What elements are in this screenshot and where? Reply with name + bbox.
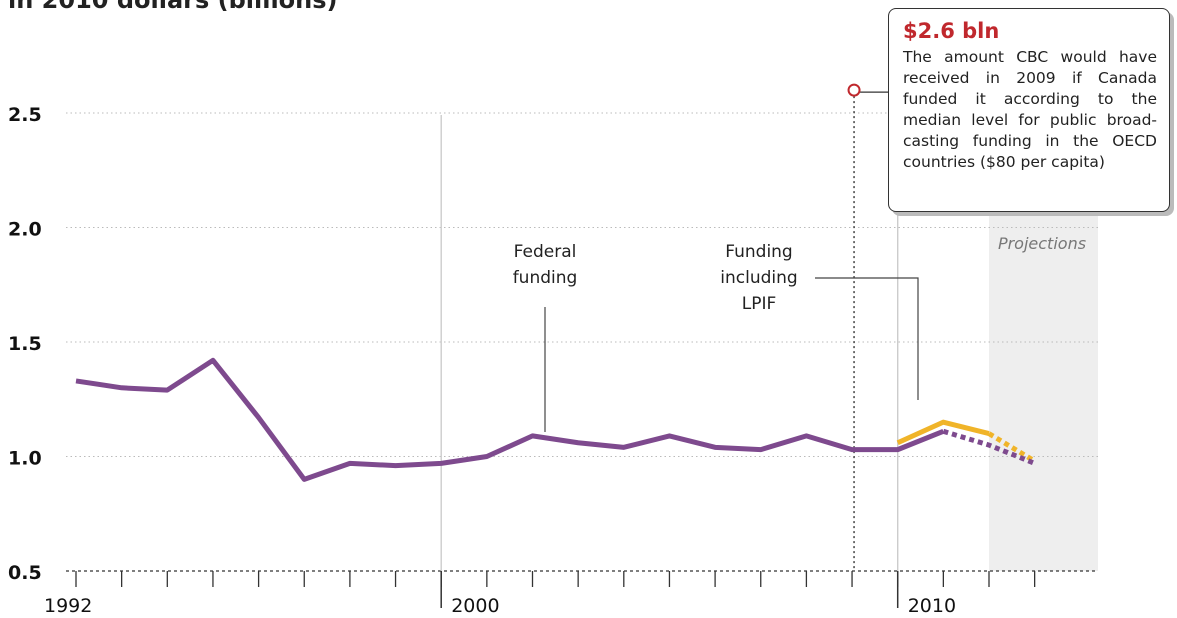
- y-tick-label: 1.5: [8, 333, 42, 355]
- y-tick-label: 1.0: [8, 448, 42, 470]
- series-line-lpif: [896, 419, 990, 446]
- federal-funding-label: funding: [513, 268, 578, 288]
- lpif-leader: [815, 277, 919, 400]
- annotations: [544, 83, 919, 571]
- x-tick-label: 2010: [908, 595, 956, 617]
- projections-shade: [989, 165, 1098, 571]
- series-line-federal: [75, 357, 945, 482]
- y-tick-label: 0.5: [8, 562, 42, 584]
- series-projection-federal: [942, 428, 1036, 466]
- federal-funding-label: Federal: [514, 242, 577, 262]
- projections-label: Projections: [998, 234, 1086, 253]
- labels: 0.5 1.0 1.5 2.0 2.5 1992 2000 2010 Federal fundin…: [8, 104, 1086, 617]
- series-lines: [75, 357, 1036, 482]
- y-axis-title: in 2010 dollars (billions): [8, 0, 338, 14]
- callout-text: The amount CBC would have received in 20…: [903, 48, 1157, 171]
- callout-title: $2.6 bln: [903, 19, 1000, 43]
- y-tick-label: 2.5: [8, 104, 42, 126]
- y-tick-label: 2.0: [8, 219, 42, 241]
- lpif-label: LPIF: [742, 294, 777, 314]
- axes: [66, 115, 1098, 608]
- marker-circle: [847, 83, 861, 97]
- x-tick-label: 1992: [44, 595, 92, 617]
- x-tick-label: 2000: [451, 595, 499, 617]
- lpif-label: including: [720, 268, 797, 288]
- lpif-label: Funding: [725, 242, 792, 262]
- callout-box: $2.6 bln The amount CBC would have recei…: [888, 8, 1170, 212]
